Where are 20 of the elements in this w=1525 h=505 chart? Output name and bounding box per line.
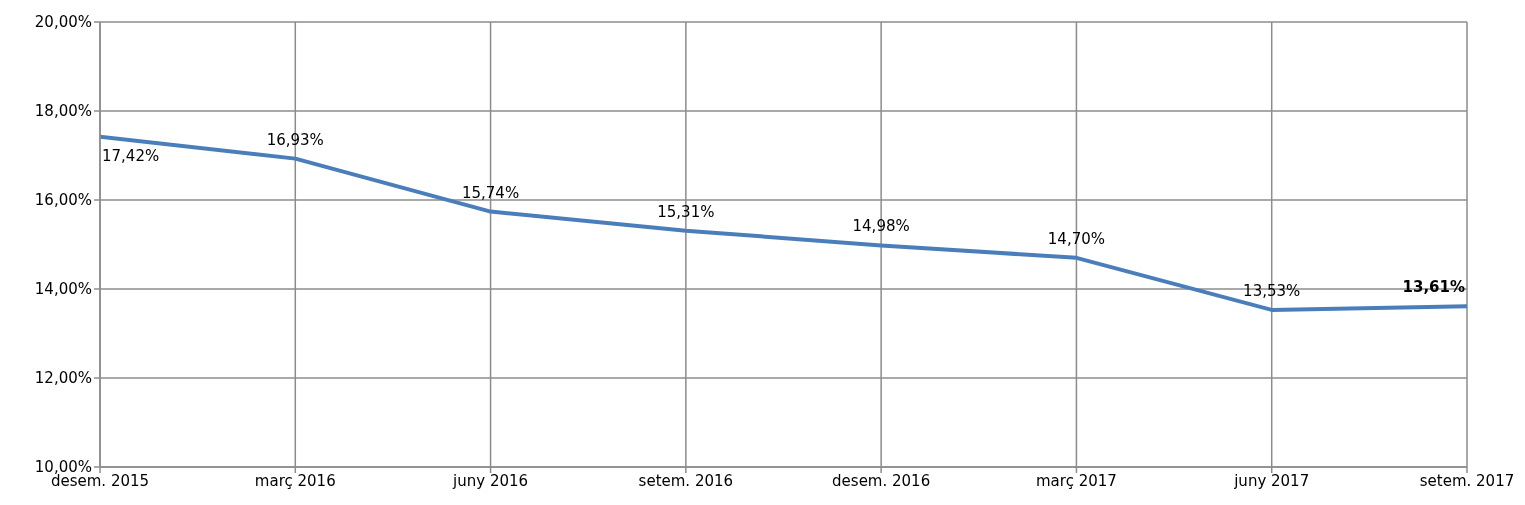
x-tick-label: juny 2017 — [1233, 471, 1310, 490]
x-tick-label: març 2016 — [254, 471, 336, 490]
x-tick-label: setem. 2017 — [1419, 471, 1515, 490]
data-label: 17,42% — [102, 146, 160, 165]
y-tick-label: 16,00% — [34, 191, 92, 210]
data-label: 15,74% — [461, 183, 520, 202]
x-tick-label: març 2017 — [1036, 471, 1117, 490]
y-tick-label: 20,00% — [34, 13, 92, 32]
data-label: 16,93% — [266, 130, 324, 149]
x-tick-label: desem. 2016 — [832, 471, 931, 490]
y-tick-label: 12,00% — [34, 369, 92, 388]
y-tick-label: 14,00% — [34, 280, 92, 299]
data-label: 14,70% — [1047, 229, 1106, 248]
x-tick-label: juny 2016 — [452, 471, 529, 490]
data-label: 15,31% — [657, 202, 715, 221]
x-tick-label: setem. 2016 — [638, 471, 734, 490]
y-tick-label: 18,00% — [34, 102, 92, 121]
data-label: 13,61% — [1402, 278, 1465, 297]
data-label: 14,98% — [852, 217, 910, 236]
data-label: 13,53% — [1243, 281, 1301, 300]
